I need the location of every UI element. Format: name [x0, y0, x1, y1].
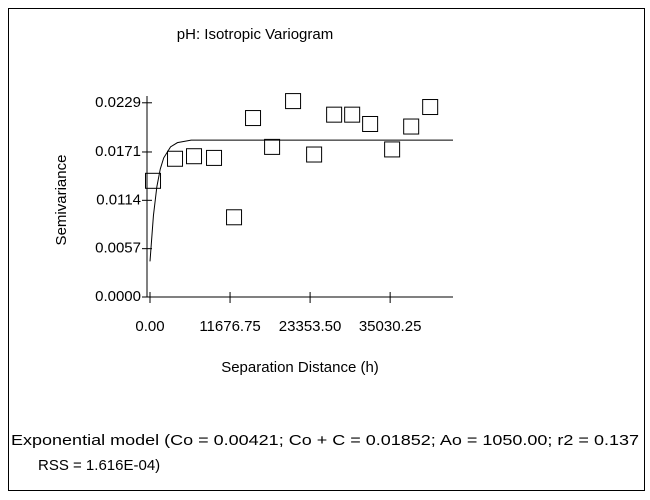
y-tick-label: 0.0171: [95, 143, 141, 160]
data-point: [167, 150, 184, 167]
x-tick-label: 0.00: [135, 318, 164, 335]
y-tick-label: 0.0114: [96, 191, 141, 208]
data-point: [186, 148, 203, 165]
caption-line: Exponential model (Co = 0.00421; Co + C …: [11, 432, 639, 449]
data-point: [306, 146, 323, 163]
model-curve: [149, 139, 453, 262]
data-point: [403, 118, 420, 135]
x-tick-label: 35030.25: [359, 318, 422, 335]
data-point: [362, 115, 379, 132]
data-point: [384, 141, 401, 158]
data-point: [422, 99, 439, 116]
data-point: [245, 110, 262, 127]
data-point: [326, 106, 343, 123]
data-point: [264, 138, 281, 155]
x-tick-label: 23353.50: [279, 318, 342, 335]
y-tick-label: 0.0057: [95, 240, 141, 257]
frame: [8, 8, 645, 491]
y-axis-label: Semivariance: [53, 155, 70, 246]
data-point: [206, 149, 223, 166]
x-axis-label: Separation Distance (h): [221, 359, 379, 376]
chart-title: pH: Isotropic Variogram: [177, 26, 333, 43]
data-point: [344, 106, 361, 123]
data-point: [226, 209, 243, 226]
data-point: [145, 172, 162, 189]
x-tick-label: 11676.75: [199, 318, 260, 335]
y-tick-label: 0.0000: [95, 288, 141, 305]
caption-line: RSS = 1.616E-04): [38, 457, 160, 474]
y-tick-label: 0.0229: [95, 94, 141, 111]
data-point: [285, 93, 302, 110]
